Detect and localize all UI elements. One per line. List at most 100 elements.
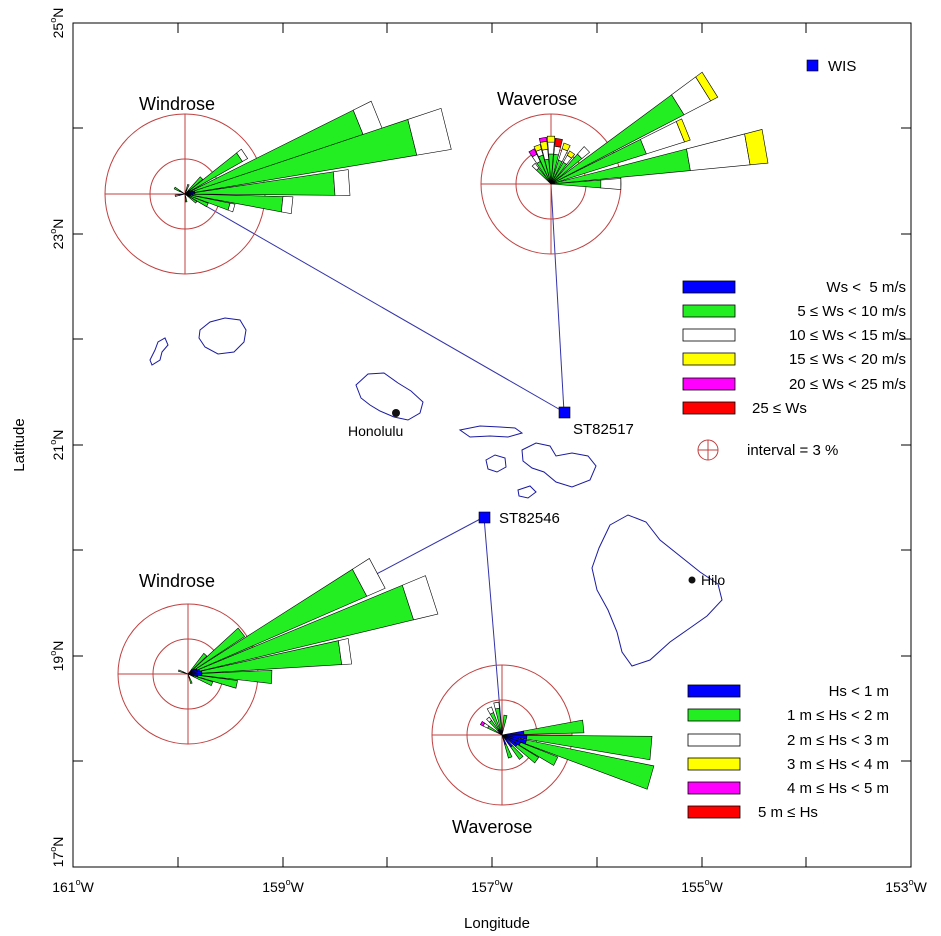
island-kauai <box>198 317 247 355</box>
windrose-south-petal-7-seg-1 <box>191 652 208 671</box>
wis-legend-label: WIS <box>828 58 856 75</box>
wind-legend-swatch-4 <box>682 377 736 391</box>
windrose-north-petal-8-seg-1 <box>187 195 198 204</box>
waverose-south-petal-8-seg-2 <box>486 706 494 715</box>
wave-legend-label-3: 3 m ≤ Hs < 4 m <box>787 756 889 773</box>
waverose-south-petal-2-seg-1 <box>523 719 585 735</box>
plot-frame <box>72 22 912 868</box>
windrose-north-petal-6-seg-1 <box>187 176 204 192</box>
island-molokai <box>458 425 524 438</box>
x-axis-label: Longitude <box>464 915 530 932</box>
windrose-north-petal-10-seg-1 <box>173 186 181 192</box>
waverose-south-petal-10-seg-1 <box>502 714 508 731</box>
waverose-south <box>431 664 655 806</box>
wave-legend-label-5: 5 m ≤ Hs <box>758 804 818 821</box>
waverose-south-petal-7-seg-2 <box>486 716 492 723</box>
station-marker-st82517 <box>558 406 571 419</box>
waverose-north-petal-10-seg-2 <box>533 144 542 152</box>
y-tick-23: 23oN <box>48 219 66 250</box>
windrose-south-petal-3-seg-1 <box>201 670 273 684</box>
waverose-north-petal-4-seg-1 <box>577 146 591 159</box>
island-niihau <box>149 337 169 366</box>
y-tick-19: 19oN <box>48 641 66 672</box>
wind-legend-swatch-0 <box>682 280 736 294</box>
coastlines <box>149 317 723 667</box>
y-tick-labels: 25oN 23oN 21oN 19oN 17oN <box>48 8 66 868</box>
windrose-north-petal-4-seg-2 <box>227 202 236 213</box>
windrose-north-petal-1-seg-2 <box>407 107 452 156</box>
island-maui <box>521 442 597 488</box>
waverose-south-title: Waverose <box>452 817 532 837</box>
wave-legend-swatch-0 <box>687 684 741 698</box>
waverose-north-petal-8-seg-1 <box>547 141 555 155</box>
y-tick-25: 25oN <box>48 8 66 39</box>
windrose-south-petal-8-seg-1 <box>177 669 184 674</box>
waverose-north-petal-2-seg-2 <box>744 129 769 166</box>
wind-legend-swatch-3 <box>682 352 736 366</box>
windrose-south-title: Windrose <box>139 571 215 591</box>
y-axis-label: Latitude <box>11 418 28 471</box>
waverose-north <box>480 71 769 255</box>
waverose-south-petal-11-seg-3 <box>479 720 486 727</box>
y-tick-17: 17oN <box>48 837 66 868</box>
waverose-north-petal-8-seg-2 <box>546 135 556 143</box>
island-oahu <box>355 372 424 421</box>
windrose-south-petal-6-seg-1 <box>193 627 246 670</box>
waverose-north-petal-1-seg-2 <box>675 118 691 143</box>
hilo-dot <box>688 576 696 584</box>
wave-legend-swatch-3 <box>687 757 741 771</box>
waverose-south-petal-3-seg-1 <box>518 741 559 766</box>
x-tick-155: 155oW <box>681 877 723 895</box>
windrose-south-petal-1-seg-2 <box>401 575 439 621</box>
waverose-north-petal-0-seg-2 <box>695 71 719 102</box>
wind-legend-label-3: 15 ≤ Ws < 20 m/s <box>789 351 906 368</box>
honolulu-label: Honolulu <box>348 423 403 439</box>
windrose-north <box>104 100 452 275</box>
waverose-south-petal-0-seg-1 <box>526 734 653 761</box>
wave-legend-label-1: 1 m ≤ Hs < 2 m <box>787 707 889 724</box>
windrose-north-petal-2-seg-2 <box>333 169 351 196</box>
windrose-north-petal-5-seg-2 <box>236 148 249 162</box>
windrose-south-petal-2-seg-2 <box>338 638 353 665</box>
tick-marks <box>73 23 911 867</box>
wind-legend-label-0: Ws < 5 m/s <box>826 279 906 296</box>
x-tick-157: 157oW <box>471 877 513 895</box>
waverose-south-petal-6-seg-1 <box>504 743 513 759</box>
wind-legend-label-5: 25 ≤ Ws <box>752 400 807 417</box>
x-tick-153: 153oW <box>885 877 927 895</box>
island-hawaii <box>591 514 723 667</box>
waverose-north-petal-7-seg-2 <box>554 137 563 148</box>
windrose-north-petal-11-seg-1 <box>174 194 180 197</box>
wave-legend-swatch-4 <box>687 781 741 795</box>
x-tick-159: 159oW <box>262 877 304 895</box>
y-tick-21: 21oN <box>48 430 66 461</box>
interval-label: interval = 3 % <box>747 442 838 459</box>
windrose-south-petal-9-seg-1 <box>188 677 193 685</box>
windrose-north-title: Windrose <box>139 94 215 114</box>
wind-legend-label-2: 10 ≤ Ws < 15 m/s <box>789 327 906 344</box>
waverose-south-petal-1-seg-1 <box>525 739 655 790</box>
windrose-south-petal-0-seg-2 <box>352 558 386 597</box>
wave-height-legend: Hs < 1 m 1 m ≤ Hs < 2 m 2 m ≤ Hs < 3 m 3… <box>687 683 889 821</box>
windrose-north-petal-3-seg-2 <box>281 196 294 215</box>
x-tick-labels: 161oW 159oW 157oW 155oW 153oW <box>52 877 927 895</box>
wave-legend-swatch-2 <box>687 733 741 747</box>
island-lanai <box>485 454 507 473</box>
wave-legend-label-4: 4 m ≤ Hs < 5 m <box>787 780 889 797</box>
waverose-south-petal-4-seg-1 <box>515 744 540 764</box>
windrose-south <box>117 558 439 745</box>
wave-legend-swatch-5 <box>687 805 741 819</box>
station-marker-st82546 <box>478 511 491 524</box>
windrose-north-petal-7-seg-1 <box>188 195 209 208</box>
station-label-st82517: ST82517 <box>573 421 634 438</box>
waverose-south-petal-5-seg-1 <box>510 745 524 760</box>
wave-legend-label-0: Hs < 1 m <box>829 683 889 700</box>
waverose-south-petal-9-seg-2 <box>493 701 500 710</box>
waverose-north-petal-5-seg-2 <box>566 150 576 159</box>
hilo-label: Hilo <box>701 572 725 588</box>
interval-ring-icon <box>697 439 719 461</box>
windrose-north-petal-12-seg-1 <box>185 197 188 203</box>
windrose-south-petal-4-seg-1 <box>197 674 238 689</box>
wave-legend-label-2: 2 m ≤ Hs < 3 m <box>787 732 889 749</box>
